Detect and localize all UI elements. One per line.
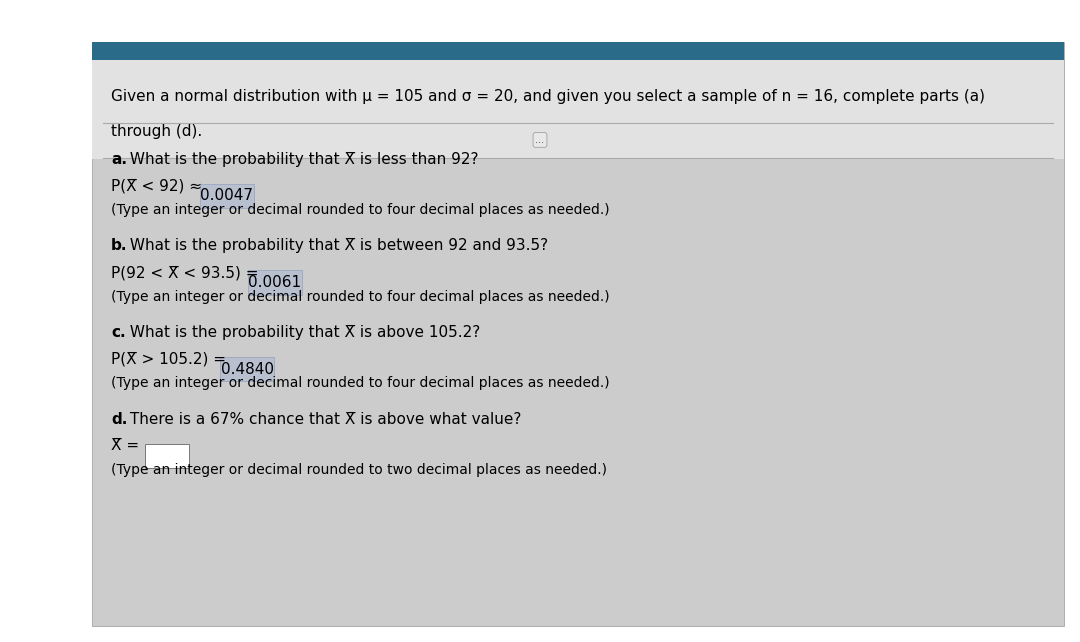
Text: d.: d. <box>111 412 127 426</box>
Text: a.: a. <box>111 152 127 166</box>
Text: (Type an integer or decimal rounded to two decimal places as needed.): (Type an integer or decimal rounded to t… <box>111 463 607 477</box>
Text: b.: b. <box>111 238 127 253</box>
Text: (Type an integer or decimal rounded to four decimal places as needed.): (Type an integer or decimal rounded to f… <box>111 376 610 390</box>
Text: P(92 < X̅ < 93.5) =: P(92 < X̅ < 93.5) = <box>111 265 264 280</box>
Text: ...: ... <box>536 135 544 145</box>
FancyBboxPatch shape <box>92 42 1064 626</box>
Text: (Type an integer or decimal rounded to four decimal places as needed.): (Type an integer or decimal rounded to f… <box>111 203 610 217</box>
Text: Given a normal distribution with μ = 105 and σ = 20, and given you select a samp: Given a normal distribution with μ = 105… <box>111 89 985 103</box>
Text: 0.0061: 0.0061 <box>248 275 301 290</box>
Text: What is the probability that X̅ is above 105.2?: What is the probability that X̅ is above… <box>125 325 481 340</box>
Text: What is the probability that X̅ is between 92 and 93.5?: What is the probability that X̅ is betwe… <box>125 238 549 253</box>
FancyBboxPatch shape <box>146 444 189 468</box>
Text: P(X̅ < 92) ≈: P(X̅ < 92) ≈ <box>111 178 207 193</box>
Text: (Type an integer or decimal rounded to four decimal places as needed.): (Type an integer or decimal rounded to f… <box>111 290 610 304</box>
Text: c.: c. <box>111 325 126 340</box>
Text: X̅ =: X̅ = <box>111 438 145 453</box>
Text: 0.4840: 0.4840 <box>220 361 274 377</box>
Text: There is a 67% chance that X̅ is above what value?: There is a 67% chance that X̅ is above w… <box>125 412 522 426</box>
FancyBboxPatch shape <box>247 270 301 295</box>
FancyBboxPatch shape <box>220 357 274 381</box>
Text: through (d).: through (d). <box>111 124 202 139</box>
Text: What is the probability that X̅ is less than 92?: What is the probability that X̅ is less … <box>125 152 478 166</box>
FancyBboxPatch shape <box>92 60 1064 159</box>
FancyBboxPatch shape <box>92 42 1064 60</box>
FancyBboxPatch shape <box>200 184 254 208</box>
Text: 0.0047: 0.0047 <box>200 188 254 204</box>
Text: P(X̅ > 105.2) =: P(X̅ > 105.2) = <box>111 352 231 367</box>
